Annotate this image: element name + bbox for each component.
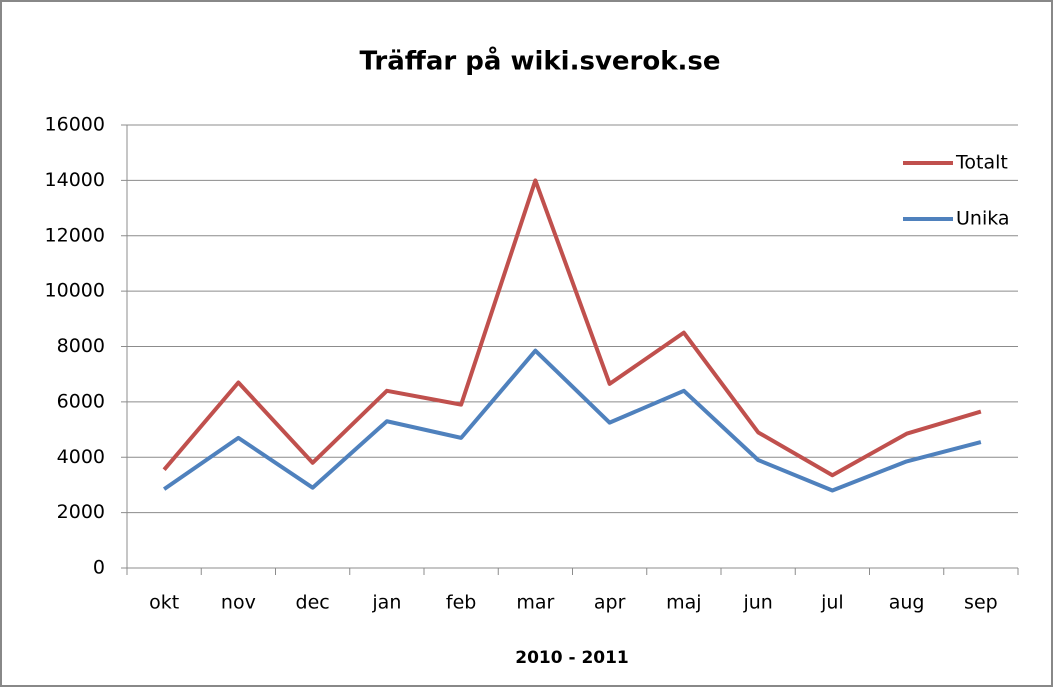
y-tick-label: 2000 [57, 501, 105, 523]
legend-label: Totalt [955, 152, 1008, 174]
x-tick-label: jul [820, 592, 844, 614]
x-tick-label: nov [221, 592, 256, 614]
y-tick-label: 10000 [45, 280, 105, 302]
y-tick-label: 6000 [57, 390, 105, 412]
legend-label: Unika [956, 208, 1010, 230]
y-tick-label: 0 [93, 557, 105, 579]
chart-title: Träffar på wiki.sverok.se [360, 45, 721, 77]
x-tick-label: okt [149, 592, 179, 614]
x-tick-label: mar [516, 592, 554, 614]
y-tick-label: 8000 [57, 335, 105, 357]
series-line [162, 178, 982, 478]
y-tick-label: 14000 [45, 169, 105, 191]
x-tick-label: maj [666, 592, 701, 614]
series-line [162, 348, 982, 493]
x-tick-label: dec [296, 592, 330, 614]
y-tick-label: 4000 [57, 446, 105, 468]
x-tick-label: jan [371, 592, 401, 614]
x-tick-label: feb [446, 592, 476, 614]
x-tick-label: sep [964, 592, 998, 614]
y-tick-label: 12000 [45, 224, 105, 246]
x-axis-label: 2010 - 2011 [515, 648, 629, 668]
x-tick-label: apr [594, 592, 626, 614]
x-tick-label: aug [889, 592, 925, 614]
y-tick-label: 16000 [45, 114, 105, 136]
x-tick-label: jun [742, 592, 772, 614]
